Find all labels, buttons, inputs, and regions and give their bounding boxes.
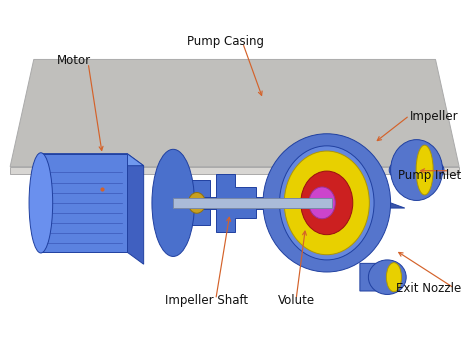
Polygon shape [127,154,144,264]
Text: Impeller Shaft: Impeller Shaft [165,294,248,306]
Text: Motor: Motor [57,54,91,67]
Text: Pump Inlet: Pump Inlet [398,169,462,182]
Ellipse shape [389,156,444,184]
Polygon shape [173,198,331,208]
Polygon shape [10,167,459,174]
Text: Volute: Volute [277,294,315,306]
Text: Exit Nozzle: Exit Nozzle [396,282,462,295]
Ellipse shape [301,171,353,235]
Ellipse shape [263,134,391,272]
Ellipse shape [391,139,443,201]
Polygon shape [197,197,280,209]
Ellipse shape [284,151,369,255]
Polygon shape [263,203,405,208]
Polygon shape [10,59,459,167]
Text: Pump Casing: Pump Casing [187,35,264,48]
Polygon shape [184,180,210,225]
Polygon shape [40,154,144,166]
Text: Impeller: Impeller [410,110,458,122]
Polygon shape [40,154,127,252]
Ellipse shape [152,149,194,256]
Ellipse shape [309,187,335,219]
Ellipse shape [280,146,374,260]
Ellipse shape [416,145,433,195]
Ellipse shape [29,153,53,253]
Polygon shape [216,174,256,232]
Ellipse shape [188,193,205,213]
Ellipse shape [368,260,406,295]
Polygon shape [360,263,393,291]
Ellipse shape [386,263,401,292]
